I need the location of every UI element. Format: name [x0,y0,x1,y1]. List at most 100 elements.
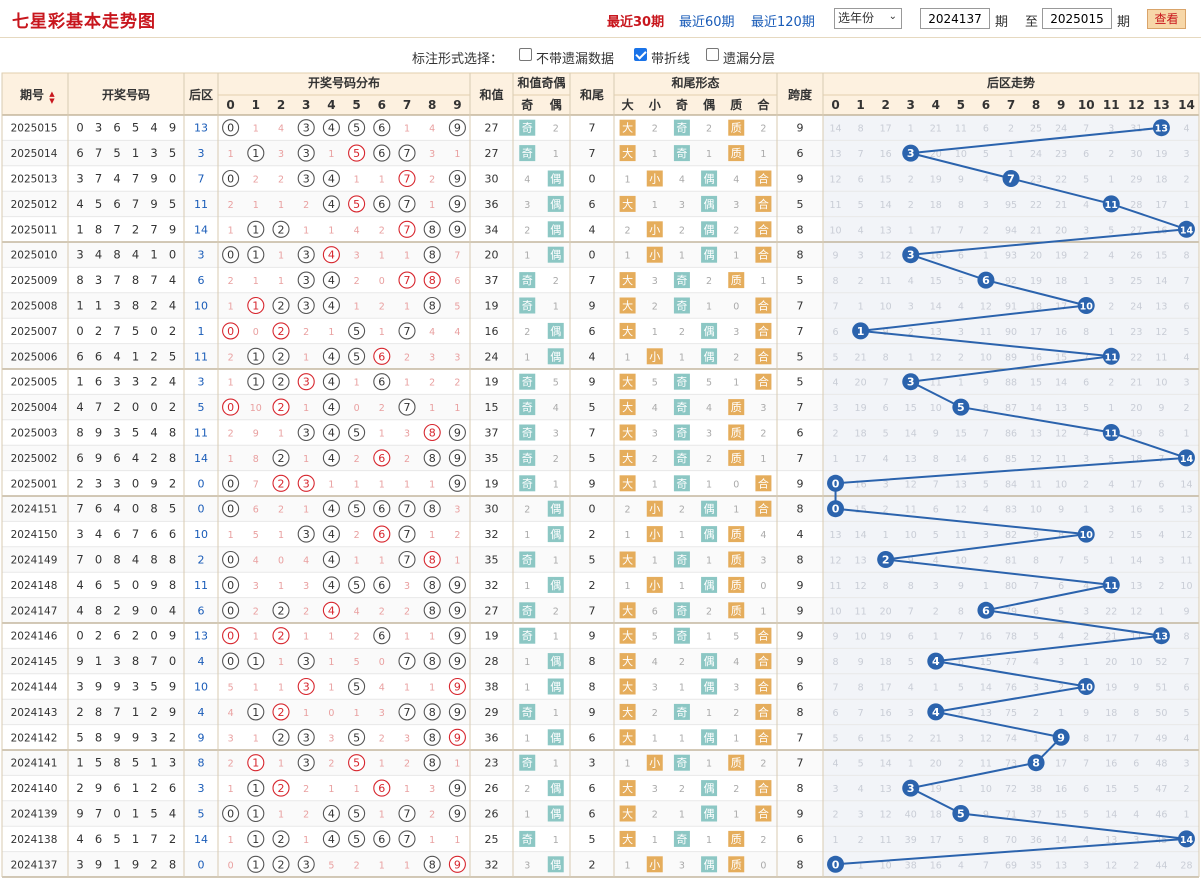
miss-layer-label[interactable]: 遗漏分层 [723,52,776,67]
drawn-digit: 4 [328,122,335,135]
drawn-digit: 0 [227,122,234,135]
miss-value: 2 [278,175,284,186]
back-value: 5 [198,808,205,821]
no-miss-label[interactable]: 不带遗漏数据 [536,52,615,67]
polyline-label[interactable]: 带折线 [651,52,691,67]
issue-header[interactable]: 期号 [20,87,44,102]
miss-value: 2 [404,606,410,617]
tail-form-miss: 3 [652,683,658,694]
back-miss-value: 27 [1130,225,1142,236]
sum-value: 36 [485,731,499,744]
tail-form-tag-label: 偶 [704,173,715,186]
draw-digit: 1 [132,349,139,363]
back-miss-value: 10 [1155,378,1167,389]
back-miss-value: 4 [1083,200,1089,211]
sort-down-icon[interactable]: ▼ [49,97,55,105]
back-miss-value: 9 [983,378,989,389]
tail-form-tag [646,500,663,517]
year-select[interactable]: 选年份 ⌄ [834,8,902,29]
back-miss-value: 9 [958,581,964,592]
back-trend-ball [1052,728,1070,746]
draw-digit: 6 [113,781,120,795]
back-miss-value: 20 [1055,225,1067,236]
tail-value: 6 [589,808,596,821]
back-miss-value: 11 [905,505,917,516]
back-miss-value: 10 [905,530,917,541]
back-value: 3 [198,147,205,160]
draw-digit: 8 [132,299,139,313]
tail-form-tag-label: 质 [731,427,742,440]
tail-value: 2 [589,858,596,871]
drawn-digit-ball [373,627,391,645]
tail-form-tag [619,399,636,416]
to-issue-input[interactable] [1042,8,1112,29]
draw-digit: 6 [169,527,176,541]
back-miss-value: 1 [1108,175,1114,186]
sort-up-icon[interactable]: ▲ [49,90,55,98]
parity-miss: 1 [524,251,530,262]
range-30-link[interactable]: 最近30期 [607,15,665,30]
tail-form-miss: 1 [760,149,766,160]
back-miss-value: 4 [908,683,914,694]
draw-digit: 9 [150,476,157,490]
from-issue-input[interactable] [920,8,990,29]
tail-form-tag [619,627,636,644]
back-miss-value: 16 [930,251,942,262]
miss-value: 2 [228,429,234,440]
back-digit-header: 1 [856,98,864,112]
issue-cell: 2025008 [11,301,58,313]
back-trend-ball-label: 4 [932,706,940,719]
back-miss-value: 10 [829,606,841,617]
sum-value: 24 [485,350,499,363]
back-miss-value: 23 [1055,149,1067,160]
back-miss-value: 16 [855,479,867,490]
draw-digit: 0 [169,248,176,262]
issue-cell: 2024149 [11,555,58,567]
drawn-digit: 7 [404,655,411,668]
drawn-digit: 6 [378,147,385,160]
tail-form-tag [728,830,745,847]
view-button[interactable]: 查看 [1147,9,1186,29]
tail-form-tag-label: 大 [622,553,633,567]
draw-digit: 1 [76,222,83,236]
back-miss-value: 72 [1005,784,1017,795]
parity-miss: 2 [553,606,559,617]
tail-form-tag [728,551,745,568]
tail-form-tag [755,475,772,492]
back-miss-value: 11 [955,124,967,135]
draw-digit: 3 [113,654,120,668]
back-miss-value: 3 [1108,505,1114,516]
parity-tag [547,653,564,670]
back-miss-value: 8 [883,581,889,592]
back-trend-ball-label: 3 [907,147,915,160]
sum-value: 26 [485,808,499,821]
drawn-digit-ball [423,576,441,594]
tail-form-miss: 1 [679,530,685,541]
range-60-link[interactable]: 最近60期 [679,15,735,30]
issue-cell: 2025011 [11,224,58,236]
drawn-digit-ball [448,601,466,619]
tail-form-tag-label: 偶 [704,731,715,744]
range-120-link[interactable]: 最近120期 [751,15,815,30]
tail-form-tag [646,221,663,238]
polyline-checkbox[interactable] [634,48,647,61]
miss-value: 1 [379,175,385,186]
back-miss-value: 6 [833,708,839,719]
drawn-digit: 7 [404,173,411,186]
back-miss-value: 21 [1030,225,1042,236]
tail-form-sub-header: 小 [649,97,661,112]
back-trend-ball-label: 0 [832,503,840,516]
draw-digit: 0 [150,629,157,643]
back-trend-ball-label: 14 [1180,454,1194,465]
draw-digit: 4 [169,603,176,617]
tail-form-tag [619,602,636,619]
miss-layer-checkbox[interactable] [706,48,719,61]
sum-value: 38 [485,681,499,694]
tail-form-miss: 5 [652,378,658,389]
tail-form-sub-header: 奇 [676,97,688,112]
parity-tag-label: 偶 [550,350,561,363]
miss-value: 1 [404,302,410,313]
draw-digit: 1 [95,299,102,313]
no-miss-checkbox[interactable] [519,48,532,61]
miss-value: 1 [228,225,234,236]
